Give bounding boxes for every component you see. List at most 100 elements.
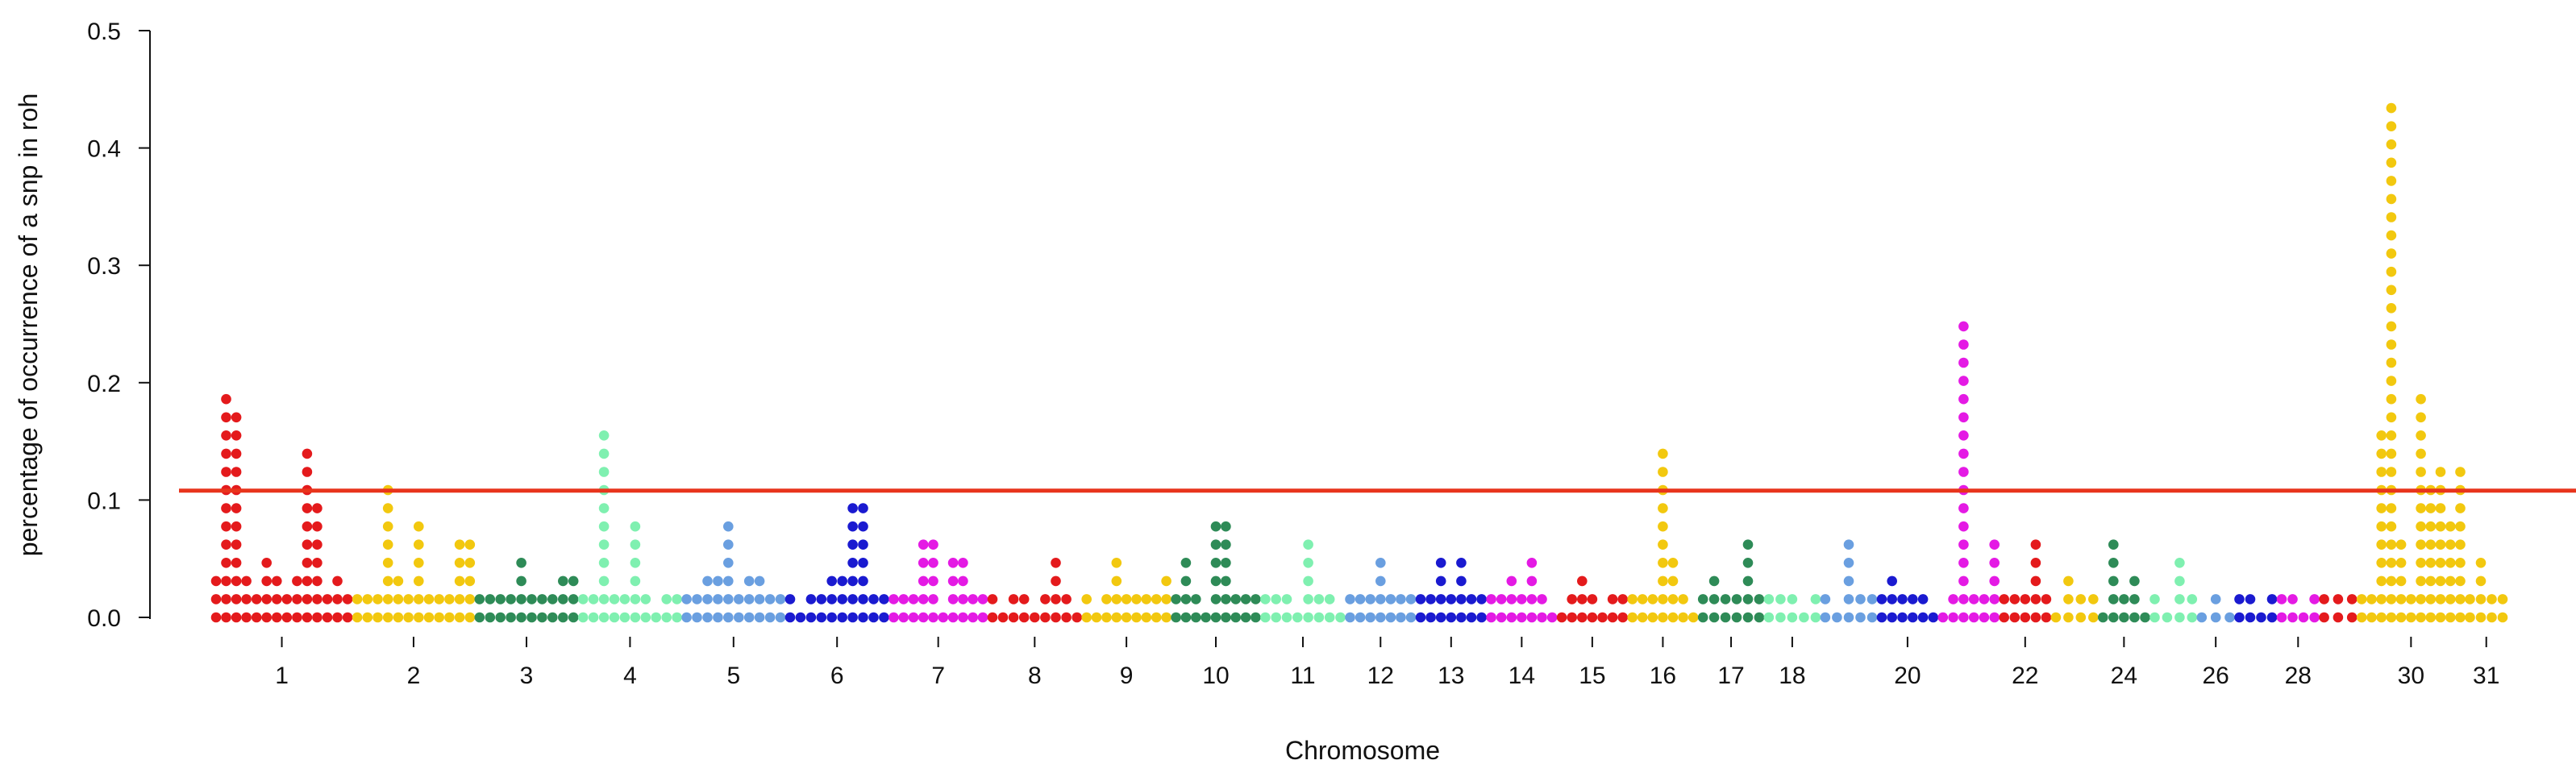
snp-point [2376, 575, 2387, 587]
snp-point [1820, 594, 1831, 604]
snp-point [928, 539, 938, 550]
snp-point [464, 594, 476, 604]
snp-point [2376, 503, 2387, 513]
snp-point [516, 575, 526, 587]
snp-point [938, 612, 949, 623]
snp-point [1030, 612, 1040, 623]
snp-point [2395, 594, 2407, 604]
snp-point [987, 612, 998, 623]
snp-point [322, 612, 333, 623]
snp-point [918, 575, 929, 587]
snp-point [1537, 594, 1547, 604]
snp-point [1855, 594, 1866, 604]
snp-point [2075, 612, 2087, 623]
snp-point [1415, 612, 1426, 623]
snp-point [382, 612, 393, 623]
snp-point [1597, 612, 1608, 623]
snp-point [1658, 612, 1668, 623]
snp-point [1151, 594, 1162, 604]
x-axis-ticks: 1 2 3 4 5 6 7 8 9 10 11 12 13 14 15 16 17 18 20 22 24 26 28 30 3… [275, 637, 2499, 689]
snp-point [454, 575, 465, 587]
snp-point [1958, 339, 1969, 350]
snp-point [630, 558, 641, 568]
snp-point [434, 594, 444, 604]
snp-point [1161, 575, 1171, 587]
snp-point [858, 594, 868, 604]
snp-point [1435, 575, 1446, 587]
snp-point [1742, 575, 1754, 587]
snp-point [261, 575, 273, 587]
snp-point [1221, 594, 1231, 604]
snp-point [1667, 575, 1679, 587]
snp-point [723, 612, 734, 623]
chromosome-31-points [2465, 558, 2508, 623]
snp-point [847, 575, 858, 587]
snp-point [1171, 612, 1181, 623]
snp-point [2030, 594, 2041, 604]
snp-point [754, 612, 765, 623]
chromosome-20-points [1876, 575, 1939, 623]
x-tick-label: 26 [2202, 663, 2229, 689]
snp-point [558, 612, 568, 623]
snp-point [2386, 285, 2397, 296]
snp-point [2333, 594, 2344, 604]
snp-point [1051, 575, 1061, 587]
snp-point [414, 594, 424, 604]
snp-point [1742, 594, 1754, 604]
snp-point [221, 521, 231, 532]
snp-point [1040, 612, 1051, 623]
snp-point [2030, 558, 2041, 568]
snp-point [837, 594, 847, 604]
snp-point [1506, 594, 1517, 604]
snp-point [1958, 521, 1969, 532]
snp-point [743, 575, 755, 587]
snp-point [241, 594, 252, 604]
snp-point [795, 612, 806, 623]
snp-point [630, 575, 641, 587]
snp-point [2356, 612, 2367, 623]
snp-point [2416, 448, 2426, 459]
snp-point [1731, 612, 1742, 623]
snp-point [2234, 594, 2245, 604]
snp-point [723, 594, 734, 604]
snp-point [2455, 539, 2466, 550]
snp-point [1230, 612, 1241, 623]
snp-point [1385, 612, 1396, 623]
snp-point [2266, 612, 2278, 623]
snp-point [393, 575, 404, 587]
snp-point [2487, 594, 2497, 604]
snp-point [231, 558, 242, 568]
snp-point [1678, 594, 1688, 604]
snp-point [1658, 558, 1668, 568]
snp-point [382, 558, 393, 568]
snp-point [1456, 558, 1467, 568]
snp-point [568, 575, 579, 587]
snp-point [2386, 212, 2397, 222]
snp-point [577, 612, 589, 623]
snp-point [2210, 594, 2221, 604]
chromosome-9-points [1081, 558, 1171, 623]
snp-point [1141, 594, 1152, 604]
snp-point [474, 594, 485, 604]
snp-point [1979, 594, 1990, 604]
snp-point [1240, 612, 1251, 623]
snp-point [1810, 612, 1821, 623]
snp-point [2174, 575, 2185, 587]
snp-point [312, 521, 323, 532]
snp-point [1958, 412, 1969, 423]
snp-point [743, 594, 755, 604]
x-tick-label: 7 [931, 663, 945, 689]
snp-point [588, 612, 599, 623]
snp-point [312, 575, 323, 587]
snp-point [1303, 558, 1313, 568]
snp-point [1506, 575, 1517, 587]
snp-point [2386, 448, 2397, 459]
chromosome-30-points [2356, 102, 2466, 623]
snp-point [2108, 612, 2119, 623]
snp-point [847, 612, 858, 623]
snp-point [1072, 612, 1082, 623]
snp-point [2376, 558, 2387, 568]
x-tick-label: 31 [2473, 663, 2499, 689]
snp-point [261, 594, 273, 604]
snp-point [1180, 575, 1192, 587]
